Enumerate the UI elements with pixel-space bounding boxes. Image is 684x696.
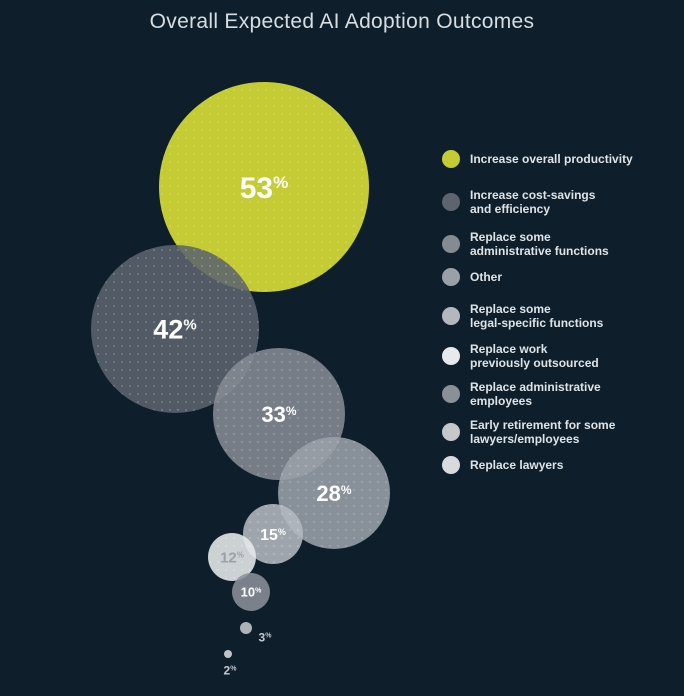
bubble-value-label: 42%: [153, 315, 196, 345]
legend-item: Increase cost-savings and efficiency: [442, 188, 595, 216]
bubble-8: 3%: [240, 622, 272, 644]
bubble-6: 12%: [208, 533, 256, 581]
legend-swatch: [442, 193, 460, 211]
bubble-value-label: 10%: [241, 585, 262, 600]
legend-label: Replace lawyers: [470, 458, 564, 472]
legend-item: Replace some administrative functions: [442, 230, 609, 258]
legend-swatch: [442, 347, 460, 365]
bubble-dot-texture: [208, 533, 256, 581]
bubble-dot-texture: [278, 437, 390, 549]
legend-item: Replace administrative employees: [442, 380, 601, 408]
legend-swatch: [442, 456, 460, 474]
bubble-value-label: 53%: [240, 172, 289, 205]
bubble-value-label: 12%: [220, 549, 244, 566]
bubble-value-label: 15%: [260, 527, 286, 544]
legend-label: Replace administrative employees: [470, 380, 601, 408]
legend-label: Early retirement for some lawyers/employ…: [470, 418, 616, 446]
legend-label: Replace some legal-specific functions: [470, 302, 604, 330]
legend-label: Replace work previously outsourced: [470, 342, 599, 370]
legend-swatch: [442, 235, 460, 253]
bubble-value-label: 3%: [259, 630, 273, 644]
bubble-1: 53%: [159, 82, 369, 292]
legend-item: Other: [442, 268, 502, 286]
legend-swatch: [442, 423, 460, 441]
legend-item: Replace some legal-specific functions: [442, 302, 603, 330]
legend-item: Increase overall productivity: [442, 150, 633, 168]
legend-swatch: [442, 307, 460, 325]
bubble-9: 2%: [224, 650, 238, 677]
bubble-4: 28%: [278, 437, 390, 549]
legend-label: Increase cost-savings and efficiency: [470, 188, 596, 216]
chart-title: Overall Expected AI Adoption Outcomes: [149, 10, 535, 33]
legend-label: Increase overall productivity: [470, 152, 633, 166]
bubble-circle: [232, 573, 270, 611]
bubble-7: 10%: [232, 573, 270, 611]
bubble-5: 15%: [243, 504, 303, 564]
legend-swatch: [442, 150, 460, 168]
legend-item: Replace lawyers: [442, 456, 563, 474]
bubble-2: 42%: [91, 245, 259, 413]
bubble-dot-texture: [243, 504, 303, 564]
bubble-circle: [240, 622, 252, 634]
bubble-value-label: 2%: [224, 663, 238, 677]
bubble-circle: [224, 650, 232, 658]
legend-label: Replace some administrative functions: [470, 230, 609, 258]
bubble-dot-texture: [159, 82, 369, 292]
legend-label: Other: [470, 270, 503, 284]
legend-item: Early retirement for some lawyers/employ…: [442, 418, 615, 446]
legend-item: Replace work previously outsourced: [442, 342, 599, 370]
legend-swatch: [442, 385, 460, 403]
bubble-dot-texture: [91, 245, 259, 413]
bubble-value-label: 28%: [316, 481, 351, 506]
bubble-value-label: 33%: [261, 402, 296, 427]
legend-swatch: [442, 268, 460, 286]
